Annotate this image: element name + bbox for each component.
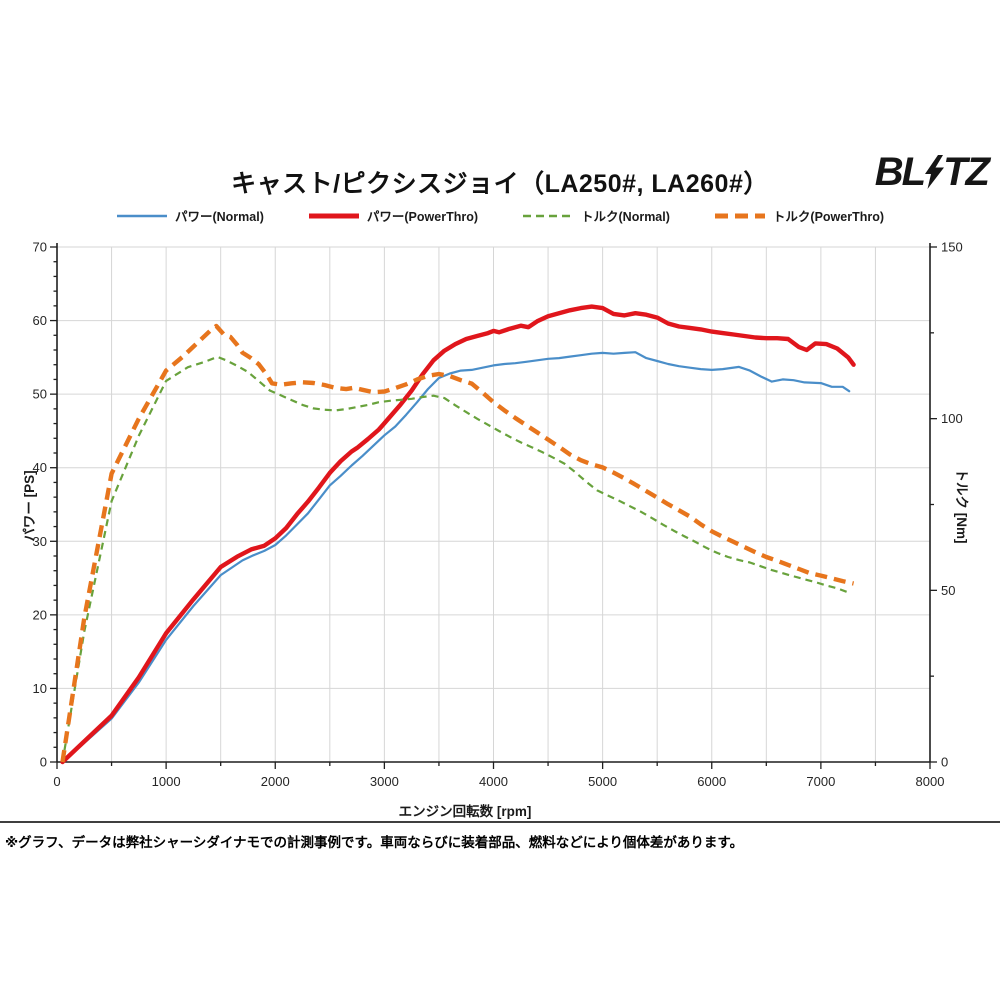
series-3-curve [61, 355, 848, 763]
svg-text:150: 150 [941, 240, 963, 255]
legend-label: トルク(Normal) [581, 210, 670, 224]
legend-item: トルク(PowerThro) [714, 206, 884, 225]
series-2-curve [60, 304, 856, 765]
blitz-logo: BL TZ [874, 150, 990, 195]
y-axis-left-label: パワー [PS] [22, 470, 37, 542]
legend-item: パワー(Normal) [116, 206, 264, 225]
legend-line-sample [116, 214, 167, 217]
legend-label: トルク(PowerThro) [772, 210, 885, 224]
legend-item: パワー(PowerThro) [308, 206, 478, 225]
gridlines [57, 246, 930, 762]
svg-text:7000: 7000 [806, 774, 835, 789]
svg-text:6000: 6000 [697, 774, 726, 789]
series-4-curve [60, 323, 855, 763]
svg-text:0: 0 [40, 755, 47, 770]
svg-text:40: 40 [33, 460, 47, 475]
svg-text:3000: 3000 [370, 774, 399, 789]
legend-line-sample [714, 213, 765, 218]
legend-label: パワー(Normal) [174, 210, 264, 224]
blitz-logo-bl: BL [874, 150, 926, 194]
svg-text:100: 100 [941, 411, 963, 426]
svg-text:10: 10 [33, 681, 47, 696]
blitz-logo-tz: TZ [943, 150, 990, 194]
svg-text:30: 30 [33, 534, 47, 549]
svg-text:8000: 8000 [916, 774, 945, 789]
legend-line-sample [523, 214, 573, 217]
svg-text:50: 50 [941, 583, 955, 598]
footer-note: ※グラフ、データは弊社シャーシダイナモでの計測事例です。車両ならびに装着部品、燃… [5, 835, 744, 850]
lightning-bolt-icon [925, 154, 945, 189]
legend-line-sample [308, 213, 359, 218]
svg-text:70: 70 [33, 240, 47, 255]
tick-marks [50, 246, 937, 769]
chart-legend: パワー(Normal) パワー(PowerThro) トルク(Normal) トルク(… [0, 206, 1000, 225]
svg-text:5000: 5000 [588, 774, 617, 789]
svg-text:60: 60 [33, 313, 47, 328]
svg-text:20: 20 [33, 607, 47, 622]
tick-labels: 0 1000 2000 3000 4000 5000 6000 7000 80000102030… [33, 240, 963, 790]
svg-text:0: 0 [941, 755, 948, 770]
footer-divider [0, 821, 1000, 823]
legend-label: パワー(PowerThro) [366, 210, 478, 224]
series-1-curve [61, 351, 851, 764]
svg-text:0: 0 [53, 774, 60, 789]
x-axis-label: エンジン回転数 [rpm] [398, 804, 532, 819]
svg-text:2000: 2000 [261, 774, 290, 789]
legend-item: トルク(Normal) [522, 206, 670, 225]
svg-text:4000: 4000 [479, 774, 508, 789]
svg-text:50: 50 [33, 387, 47, 402]
svg-text:1000: 1000 [152, 774, 181, 789]
y-axis-right-label: トルク [Nm] [954, 468, 969, 544]
chart-title: キャスト/ピクシスジョイ（LA250#, LA260#） [231, 170, 769, 198]
